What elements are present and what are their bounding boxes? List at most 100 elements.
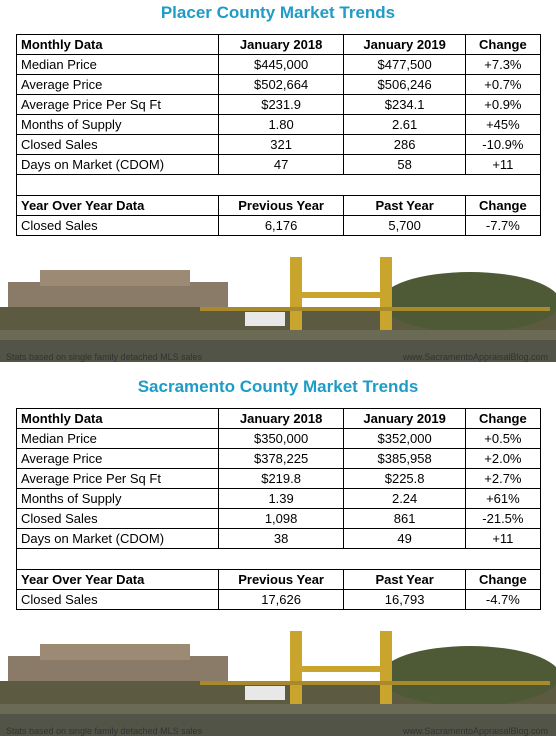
table-cell: Past Year bbox=[343, 195, 466, 216]
data-row: Median Price $350,000 $352,000 +0.5% bbox=[16, 428, 542, 449]
table-cell: $506,246 bbox=[343, 74, 466, 95]
table-cell: Closed Sales bbox=[16, 215, 219, 236]
table-cell: 1,098 bbox=[217, 508, 345, 529]
table-cell: $219.8 bbox=[217, 468, 345, 489]
table-cell: +11 bbox=[464, 154, 542, 175]
website: www.SacramentoAppraisalBlog.com bbox=[402, 726, 548, 736]
table-cell: $350,000 bbox=[217, 428, 345, 449]
table-cell: Closed Sales bbox=[16, 589, 219, 610]
table-cell: -21.5% bbox=[464, 508, 542, 529]
table-cell: Change bbox=[464, 569, 542, 590]
table-cell: January 2018 bbox=[217, 408, 345, 429]
data-row: Months of Supply 1.39 2.24 +61% bbox=[16, 488, 542, 509]
market-table: Monthly Data January 2018 January 2019 Chan… bbox=[16, 34, 542, 236]
table-cell: $231.9 bbox=[217, 94, 345, 115]
data-row: Average Price Per Sq Ft $231.9 $234.1 +0.9% bbox=[16, 94, 542, 115]
table-cell: -10.9% bbox=[464, 134, 542, 155]
market-section: Sacramento County Market Trends Monthly D… bbox=[0, 374, 556, 746]
table-cell: +11 bbox=[464, 528, 542, 549]
table-cell: Monthly Data bbox=[16, 408, 219, 429]
table-cell: Previous Year bbox=[217, 195, 345, 216]
section-title: Placer County Market Trends bbox=[160, 3, 396, 22]
table-cell: Closed Sales bbox=[16, 134, 219, 155]
data-row: Days on Market (CDOM) 38 49 +11 bbox=[16, 528, 542, 549]
data-row: Closed Sales 321 286 -10.9% bbox=[16, 134, 542, 155]
table-cell: 38 bbox=[217, 528, 345, 549]
table-cell: 58 bbox=[343, 154, 466, 175]
table-cell: Months of Supply bbox=[16, 488, 219, 509]
table-cell: 286 bbox=[343, 134, 466, 155]
data-row: Average Price $502,664 $506,246 +0.7% bbox=[16, 74, 542, 95]
spacer-row bbox=[16, 174, 541, 196]
table-cell: Months of Supply bbox=[16, 114, 219, 135]
table-cell: $234.1 bbox=[343, 94, 466, 115]
table-cell: $477,500 bbox=[343, 54, 466, 75]
river-photo bbox=[0, 626, 556, 736]
footnote: Stats based on single family detached ML… bbox=[6, 352, 203, 362]
table-cell: Average Price Per Sq Ft bbox=[16, 94, 219, 115]
table-cell: -4.7% bbox=[464, 589, 542, 610]
table-cell: 17,626 bbox=[217, 589, 345, 610]
header-row: Monthly Data January 2018 January 2019 Chan… bbox=[16, 34, 542, 55]
table-cell: $502,664 bbox=[217, 74, 345, 95]
spacer-cell bbox=[16, 548, 541, 570]
table-cell: Year Over Year Data bbox=[16, 569, 219, 590]
table-cell: Closed Sales bbox=[16, 508, 219, 529]
table-cell: +2.0% bbox=[464, 448, 542, 469]
table-cell: 6,176 bbox=[217, 215, 345, 236]
table-cell: 2.24 bbox=[343, 488, 466, 509]
header-row: Year Over Year Data Previous Year Past Yea… bbox=[16, 569, 542, 590]
table-cell: $385,958 bbox=[343, 448, 466, 469]
table-cell: 49 bbox=[343, 528, 466, 549]
table-cell: January 2019 bbox=[343, 408, 466, 429]
table-cell: +2.7% bbox=[464, 468, 542, 489]
table-cell: Median Price bbox=[16, 54, 219, 75]
table-cell: Change bbox=[464, 195, 542, 216]
table-cell: Previous Year bbox=[217, 569, 345, 590]
table-cell: 1.80 bbox=[217, 114, 345, 135]
table-cell: Average Price Per Sq Ft bbox=[16, 468, 219, 489]
table-cell: +0.5% bbox=[464, 428, 542, 449]
table-cell: 1.39 bbox=[217, 488, 345, 509]
header-row: Monthly Data January 2018 January 2019 Chan… bbox=[16, 408, 542, 429]
table-cell: $445,000 bbox=[217, 54, 345, 75]
table-cell: Days on Market (CDOM) bbox=[16, 528, 219, 549]
table-cell: $378,225 bbox=[217, 448, 345, 469]
table-cell: 5,700 bbox=[343, 215, 466, 236]
data-row: Average Price $378,225 $385,958 +2.0% bbox=[16, 448, 542, 469]
river-photo bbox=[0, 252, 556, 362]
data-row: Closed Sales 17,626 16,793 -4.7% bbox=[16, 589, 542, 610]
table-cell: +45% bbox=[464, 114, 542, 135]
market-section: Placer County Market Trends Monthly Data J… bbox=[0, 0, 556, 372]
table-cell: 861 bbox=[343, 508, 466, 529]
table-cell: Median Price bbox=[16, 428, 219, 449]
table-cell: Change bbox=[464, 408, 542, 429]
table-cell: January 2018 bbox=[217, 34, 345, 55]
data-row: Average Price Per Sq Ft $219.8 $225.8 +2.7% bbox=[16, 468, 542, 489]
table-cell: Average Price bbox=[16, 74, 219, 95]
table-cell: 47 bbox=[217, 154, 345, 175]
data-row: Median Price $445,000 $477,500 +7.3% bbox=[16, 54, 542, 75]
table-cell: $352,000 bbox=[343, 428, 466, 449]
data-row: Closed Sales 6,176 5,700 -7.7% bbox=[16, 215, 542, 236]
data-row: Closed Sales 1,098 861 -21.5% bbox=[16, 508, 542, 529]
table-cell: 2.61 bbox=[343, 114, 466, 135]
table-cell: Year Over Year Data bbox=[16, 195, 219, 216]
spacer-cell bbox=[16, 174, 541, 196]
table-cell: +0.9% bbox=[464, 94, 542, 115]
website: www.SacramentoAppraisalBlog.com bbox=[402, 352, 548, 362]
table-cell: +7.3% bbox=[464, 54, 542, 75]
table-cell: Past Year bbox=[343, 569, 466, 590]
table-cell: Average Price bbox=[16, 448, 219, 469]
table-cell: -7.7% bbox=[464, 215, 542, 236]
table-cell: $225.8 bbox=[343, 468, 466, 489]
table-cell: Days on Market (CDOM) bbox=[16, 154, 219, 175]
table-cell: January 2019 bbox=[343, 34, 466, 55]
header-row: Year Over Year Data Previous Year Past Yea… bbox=[16, 195, 542, 216]
table-cell: +0.7% bbox=[464, 74, 542, 95]
table-cell: Change bbox=[464, 34, 542, 55]
section-title: Sacramento County Market Trends bbox=[137, 377, 419, 396]
data-row: Months of Supply 1.80 2.61 +45% bbox=[16, 114, 542, 135]
footnote: Stats based on single family detached ML… bbox=[6, 726, 203, 736]
